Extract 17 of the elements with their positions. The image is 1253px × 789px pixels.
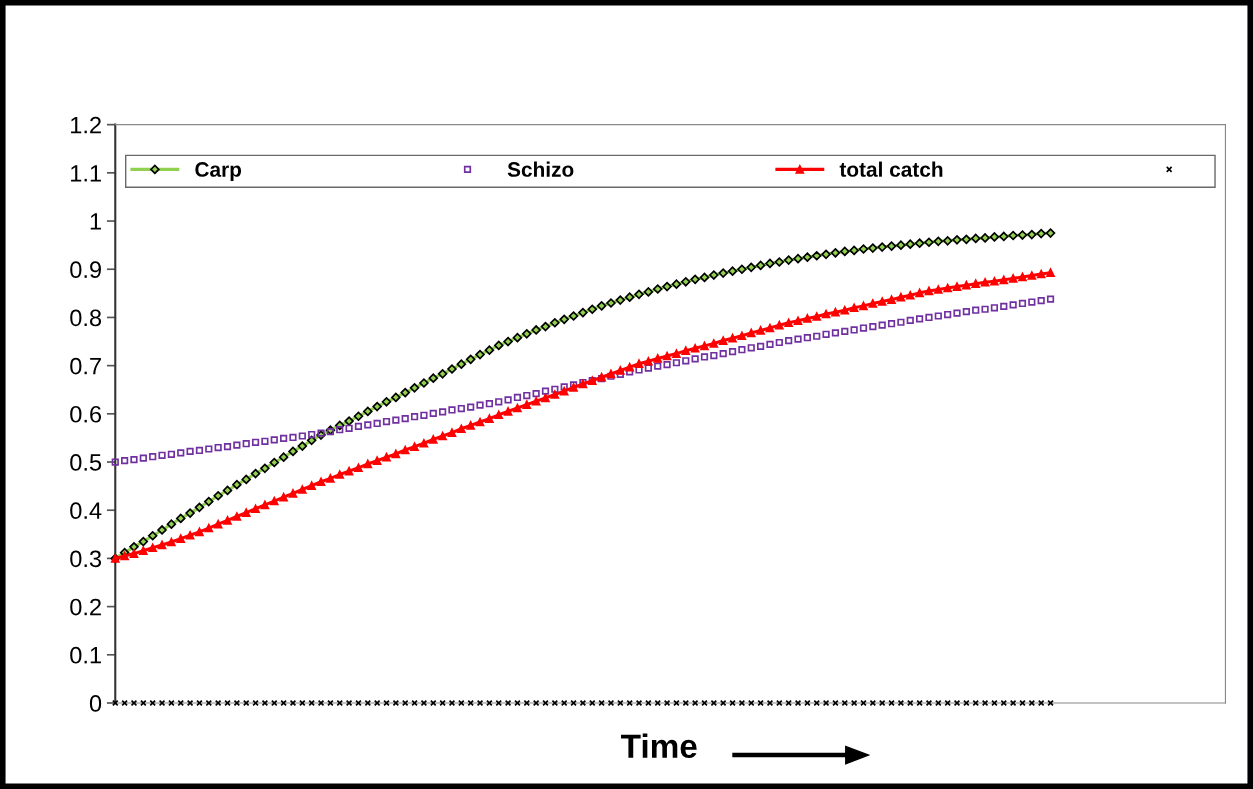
y-tick-label: 1.1: [71, 165, 101, 182]
x-axis-title: Time: [621, 733, 697, 759]
legend-label: Schizo: [507, 161, 574, 177]
y-tick-label: 1: [90, 213, 101, 230]
y-tick-label: 0.4: [70, 502, 102, 520]
y-tick-label: 1.2: [71, 116, 101, 134]
y-tick-label: 0.7: [70, 357, 101, 375]
y-tick-label: 0.2: [70, 598, 101, 616]
y-tick-label: 0.9: [70, 261, 101, 279]
y-tick-label: 0.3: [70, 550, 102, 568]
legend-label: total catch: [839, 161, 943, 177]
y-tick-label: 0.1: [70, 646, 101, 664]
y-tick-label: 0: [89, 695, 102, 712]
y-tick-label: 0.5: [70, 454, 102, 471]
y-tick-label: 0.8: [70, 309, 102, 327]
legend-label: Carp: [195, 162, 242, 181]
y-tick-label: 0.6: [70, 405, 102, 423]
